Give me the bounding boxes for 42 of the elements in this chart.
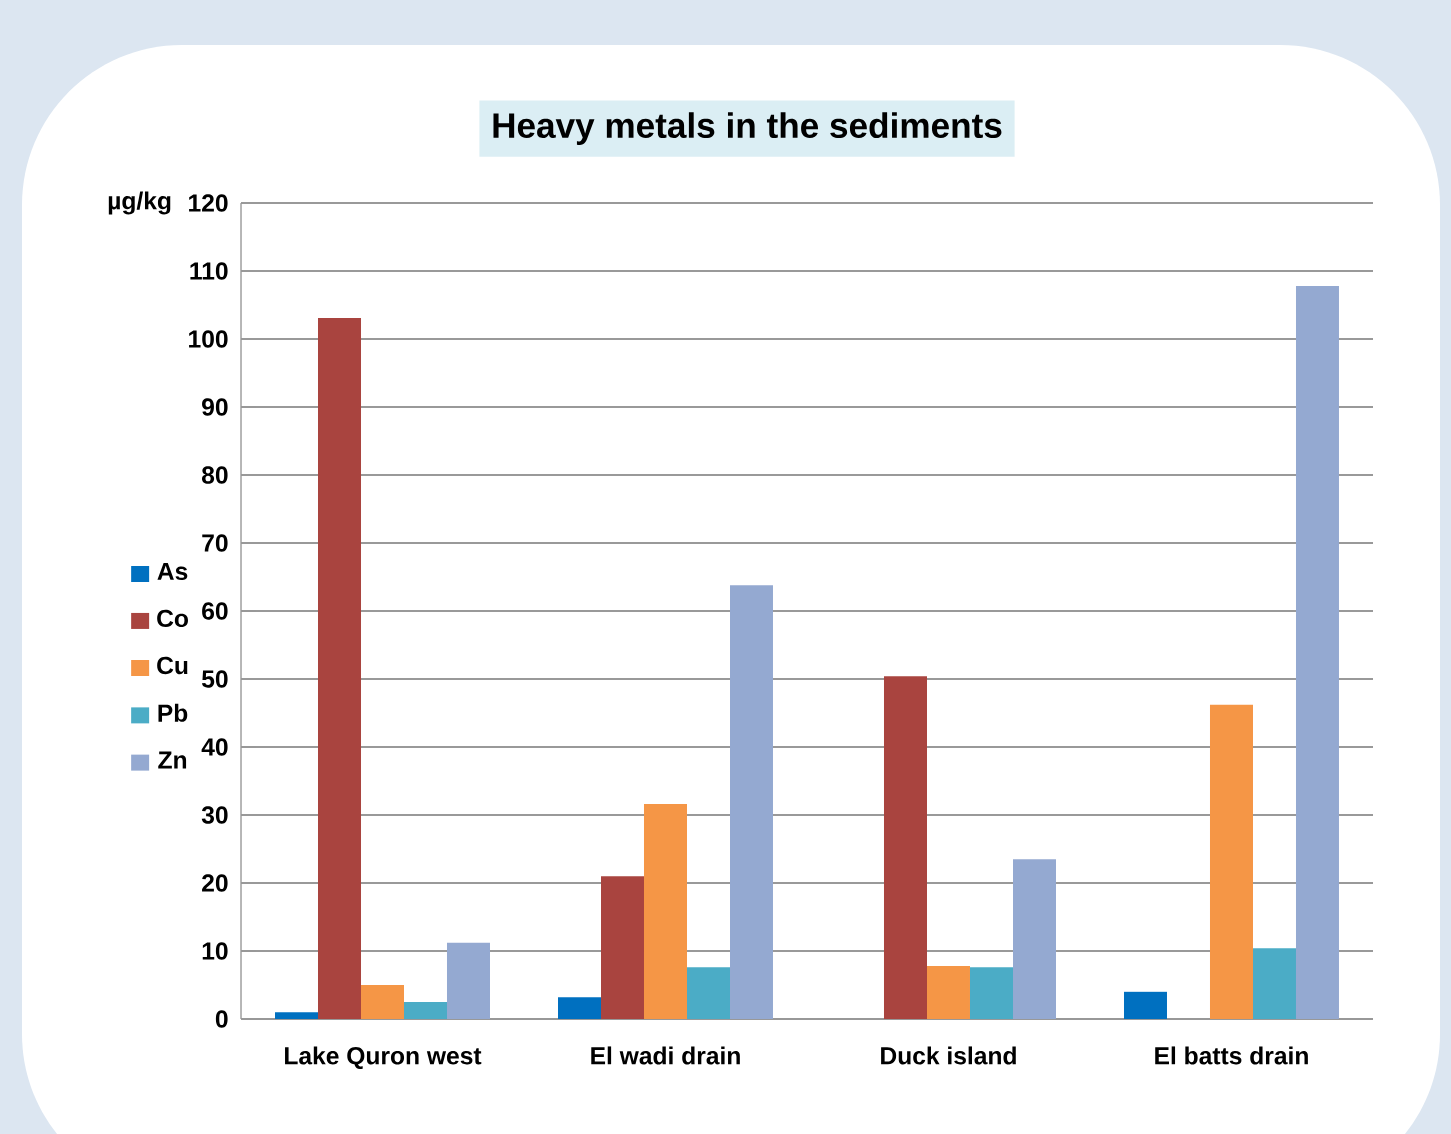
bar <box>927 965 970 1019</box>
bar <box>558 997 601 1019</box>
chart-title: Heavy metals in the sediments <box>493 112 1002 145</box>
bar <box>404 1001 447 1019</box>
x-tick-label: El batts drain <box>1155 1046 1308 1065</box>
legend-label: Co <box>157 609 188 628</box>
y-tick-label: 100 <box>189 330 228 348</box>
bar <box>643 804 687 1019</box>
y-tick-label: 10 <box>202 942 228 960</box>
y-tick-label: 50 <box>201 670 228 688</box>
bar <box>318 317 362 1019</box>
bar <box>1295 285 1339 1019</box>
y-tick-label: 80 <box>201 466 228 484</box>
y-tick-label: 40 <box>201 738 228 756</box>
y-tick-label: 90 <box>202 398 228 416</box>
bar <box>1013 859 1056 1019</box>
bar <box>275 1012 318 1019</box>
bar <box>883 676 927 1019</box>
y-tick-label: 20 <box>202 874 228 892</box>
bar <box>361 984 404 1019</box>
bar <box>1252 948 1296 1019</box>
legend-label: Cu <box>157 656 188 675</box>
bar <box>730 585 773 1019</box>
bar <box>601 876 644 1019</box>
x-tick-label: El wadi drain <box>591 1046 740 1065</box>
y-tick-label: 120 <box>189 194 228 212</box>
y-tick-label: 30 <box>201 806 228 824</box>
y-tick-label: 110 <box>190 262 228 280</box>
bar <box>446 942 490 1019</box>
x-tick-label: Duck island <box>881 1046 1016 1065</box>
legend-label: As <box>157 562 188 581</box>
bar <box>969 967 1013 1019</box>
y-tick-label: 60 <box>202 602 228 620</box>
bar <box>1209 704 1253 1019</box>
bar <box>687 967 730 1019</box>
x-tick-label: Lake Quron west <box>285 1046 482 1070</box>
y-tick-label: 0 <box>215 1010 228 1028</box>
y-axis-title: µg/kg <box>108 191 171 215</box>
bar <box>1124 991 1167 1019</box>
legend-label: Zn <box>158 751 187 769</box>
y-tick-label: 70 <box>202 534 228 552</box>
legend-label: Pb <box>158 703 188 722</box>
